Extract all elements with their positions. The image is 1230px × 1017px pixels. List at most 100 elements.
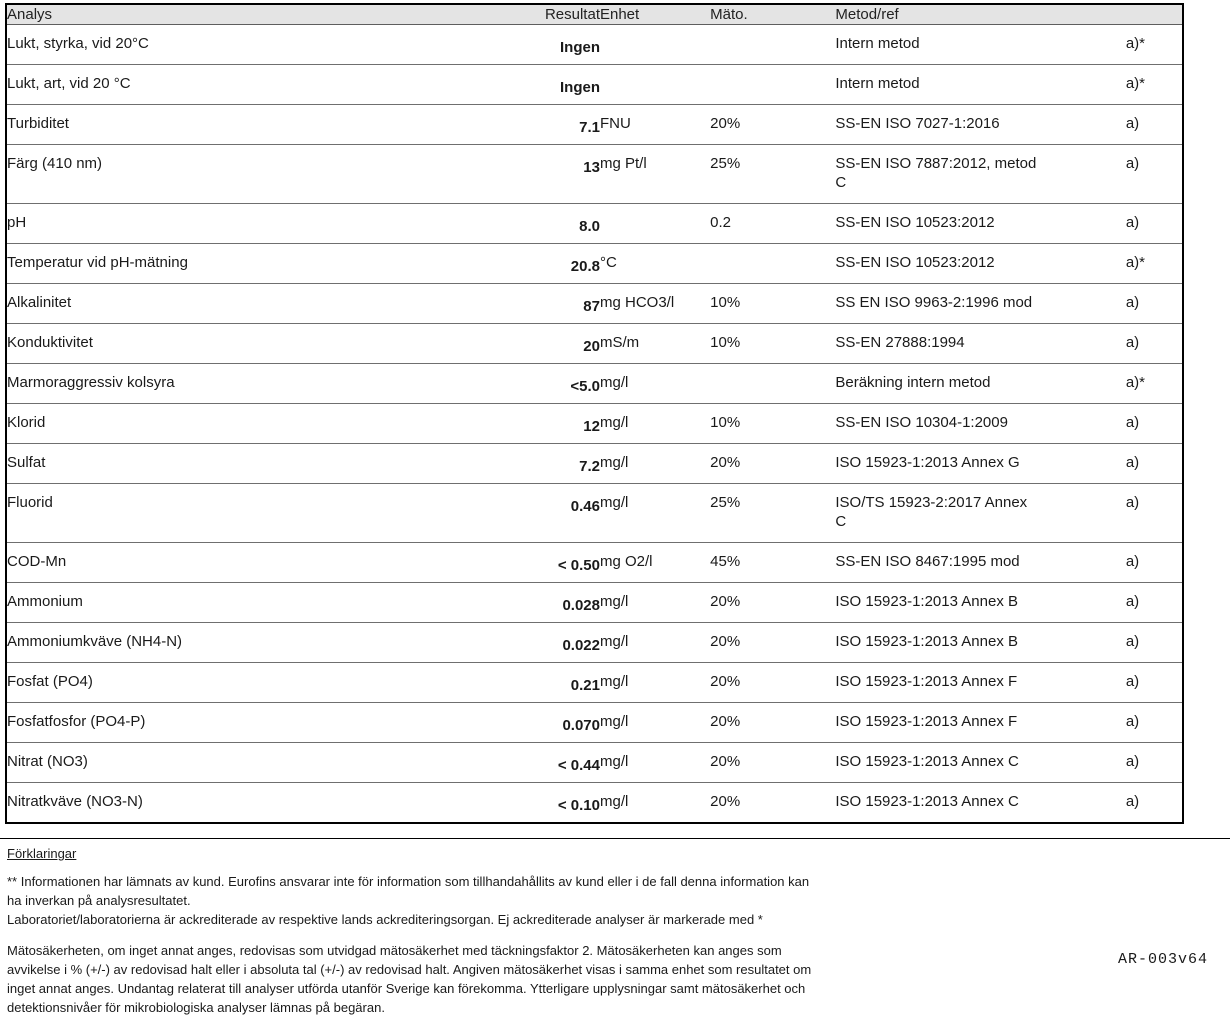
unit-cell: mg/l [599, 374, 629, 391]
table-row: Nitrat (NO3) < 0.44 mg/l 20% ISO 15923-1… [6, 743, 1183, 783]
col-header-note [1125, 4, 1183, 25]
accreditation-note-cell: a) [1125, 214, 1140, 231]
uncertainty-cell: 0.2 [710, 214, 732, 231]
analysis-results-table: Analys Resultat Enhet Mäto. Metod/ref Lu… [5, 3, 1184, 824]
accreditation-note-cell: a)* [1125, 254, 1146, 271]
uncertainty-cell: 20% [710, 713, 741, 730]
analysis-table-body: Lukt, styrka, vid 20°C Ingen Intern meto… [6, 25, 1183, 824]
method-ref-cell: SS-EN ISO 10523:2012 [835, 214, 995, 231]
method-ref-cell: ISO 15923-1:2013 Annex F [835, 673, 1018, 690]
accreditation-note-cell: a) [1125, 294, 1140, 311]
method-ref-cell: SS-EN ISO 10304-1:2009 [835, 414, 1008, 431]
table-row: Nitratkväve (NO3-N) < 0.10 mg/l 20% ISO … [6, 783, 1183, 824]
method-ref-cell: ISO 15923-1:2013 Annex B [835, 593, 1018, 610]
table-row: COD-Mn < 0.50 mg O2/l 45% SS-EN ISO 8467… [6, 543, 1183, 583]
uncertainty-cell: 10% [710, 294, 741, 311]
uncertainty-cell [710, 65, 835, 105]
unit-cell: mg/l [599, 454, 629, 471]
result-value-cell: <5.0 [570, 378, 600, 395]
analyte-name-cell: Nitrat (NO3) [7, 753, 88, 770]
customer-info-note: ** Informationen har lämnats av kund. Eu… [7, 874, 810, 908]
document-code: AR-003v64 [1117, 951, 1208, 968]
accreditation-note-cell: a) [1125, 593, 1140, 610]
accreditation-note-cell: a)* [1125, 374, 1146, 391]
unit-cell: mg/l [599, 494, 629, 511]
table-row: Konduktivitet 20 mS/m 10% SS-EN 27888:19… [6, 324, 1183, 364]
result-value-cell: 12 [583, 418, 600, 435]
unit-cell: mg/l [599, 593, 629, 610]
result-value-cell: Ingen [559, 39, 600, 56]
col-header-resultat: Resultat [529, 4, 600, 25]
uncertainty-cell: 20% [710, 753, 741, 770]
method-ref-cell: ISO 15923-1:2013 Annex G [835, 454, 1020, 471]
accreditation-note-cell: a) [1125, 713, 1140, 730]
unit-cell: FNU [599, 115, 631, 132]
result-value-cell: 20 [583, 338, 600, 355]
table-row: Marmoraggressiv kolsyra <5.0 mg/l Beräkn… [6, 364, 1183, 404]
table-row: Turbiditet 7.1 FNU 20% SS-EN ISO 7027-1:… [6, 105, 1183, 145]
method-ref-cell: ISO 15923-1:2013 Annex C [835, 793, 1019, 810]
method-ref-cell: ISO 15923-1:2013 Annex C [835, 753, 1019, 770]
analyte-name-cell: Marmoraggressiv kolsyra [7, 374, 175, 391]
accreditation-note-cell: a) [1125, 673, 1140, 690]
analyte-name-cell: Ammoniumkväve (NH4-N) [7, 633, 183, 650]
method-ref-cell: SS-EN ISO 7887:2012, metod C [835, 155, 1037, 191]
result-value-cell: 0.028 [562, 597, 600, 614]
analyte-name-cell: Lukt, art, vid 20 °C [7, 75, 131, 92]
uncertainty-cell: 20% [710, 633, 741, 650]
table-row: Lukt, art, vid 20 °C Ingen Intern metod … [6, 65, 1183, 105]
table-row: Färg (410 nm) 13 mg Pt/l 25% SS-EN ISO 7… [6, 145, 1183, 204]
table-row: pH 8.0 0.2 SS-EN ISO 10523:2012 a) [6, 204, 1183, 244]
unit-cell: mg/l [599, 414, 629, 431]
result-value-cell: 8.0 [579, 218, 600, 235]
accreditation-note-cell: a) [1125, 494, 1140, 511]
table-header-row: Analys Resultat Enhet Mäto. Metod/ref [6, 4, 1183, 25]
method-ref-cell: ISO 15923-1:2013 Annex B [835, 633, 1018, 650]
analyte-name-cell: Fluorid [7, 494, 53, 511]
analyte-name-cell: Konduktivitet [7, 334, 93, 351]
unit-cell [600, 65, 710, 105]
method-ref-cell: Intern metod [835, 35, 920, 52]
analyte-name-cell: Alkalinitet [7, 294, 72, 311]
result-value-cell: 20.8 [570, 258, 600, 275]
result-value-cell: 87 [583, 298, 600, 315]
result-value-cell: < 0.50 [557, 557, 600, 574]
uncertainty-cell: 25% [710, 494, 741, 511]
uncertainty-cell: 20% [710, 793, 741, 810]
explanations-heading: Förklaringar [7, 846, 77, 861]
method-ref-cell: Intern metod [835, 75, 920, 92]
table-row: Fosfat (PO4) 0.21 mg/l 20% ISO 15923-1:2… [6, 663, 1183, 703]
analyte-name-cell: Temperatur vid pH-mätning [7, 254, 188, 271]
unit-cell [600, 204, 710, 244]
uncertainty-cell: 20% [710, 593, 741, 610]
method-ref-cell: SS-EN ISO 10523:2012 [835, 254, 995, 271]
explanations-section: Förklaringar ** Informationen har lämnat… [0, 838, 1230, 1017]
table-row: Ammonium 0.028 mg/l 20% ISO 15923-1:2013… [6, 583, 1183, 623]
method-ref-cell: SS-EN ISO 8467:1995 mod [835, 553, 1020, 570]
uncertainty-cell [710, 364, 835, 404]
unit-cell: mg/l [599, 793, 629, 810]
result-value-cell: 7.1 [579, 119, 600, 136]
analyte-name-cell: COD-Mn [7, 553, 67, 570]
uncertainty-cell: 25% [710, 155, 741, 172]
unit-cell: mg/l [599, 713, 629, 730]
method-ref-cell: ISO/TS 15923-2:2017 Annex C [835, 494, 1028, 530]
col-header-mato: Mäto. [710, 4, 836, 25]
unit-cell: mg O2/l [599, 553, 653, 570]
result-value-cell: 0.46 [570, 498, 600, 515]
analyte-name-cell: Fosfat (PO4) [7, 673, 93, 690]
analyte-name-cell: Sulfat [7, 454, 46, 471]
accreditation-note-cell: a)* [1125, 75, 1146, 92]
result-value-cell: 0.21 [570, 677, 600, 694]
method-ref-cell: SS-EN ISO 7027-1:2016 [835, 115, 1000, 132]
table-row: Ammoniumkväve (NH4-N) 0.022 mg/l 20% ISO… [6, 623, 1183, 663]
method-ref-cell: SS EN ISO 9963-2:1996 mod [835, 294, 1033, 311]
analyte-name-cell: Ammonium [7, 593, 83, 610]
col-header-analys: Analys [6, 4, 530, 25]
result-value-cell: < 0.10 [557, 797, 600, 814]
col-header-enhet: Enhet [599, 4, 711, 25]
table-row: Fluorid 0.46 mg/l 25% ISO/TS 15923-2:201… [6, 484, 1183, 543]
result-value-cell: 0.022 [562, 637, 600, 654]
table-row: Sulfat 7.2 mg/l 20% ISO 15923-1:2013 Ann… [6, 444, 1183, 484]
analyte-name-cell: Turbiditet [7, 115, 69, 132]
